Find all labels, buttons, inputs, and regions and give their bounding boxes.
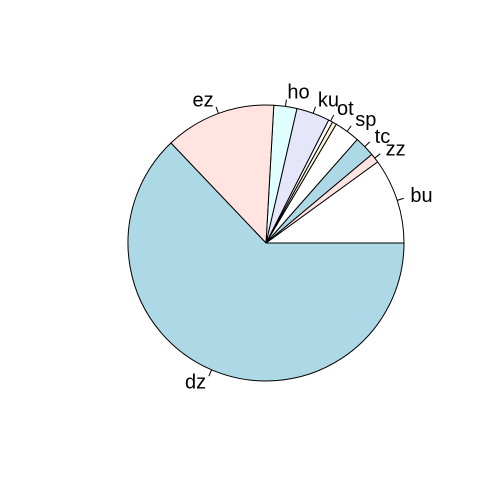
label-tick-ot [330,114,335,122]
label-tick-ho [284,99,287,107]
label-tick-ku [312,106,316,114]
slice-label-ez: ez [193,90,214,112]
label-tick-sp [346,125,352,132]
slice-label-dz: dz [185,372,206,394]
label-tick-tc [364,141,371,148]
slice-label-zz: zz [386,139,406,161]
label-tick-dz [208,369,213,377]
slice-label-tc: tc [375,126,391,148]
pie-slice-bu [265,161,405,244]
label-tick-zz [374,153,381,159]
slice-label-ho: ho [287,82,309,104]
slice-label-bu: bu [410,185,432,207]
slice-label-sp: sp [355,109,376,131]
slice-label-ot: ot [337,98,354,120]
label-ticks [208,99,404,377]
slice-label-ku: ku [318,89,339,111]
label-tick-ez [215,106,219,114]
pie-slice-ez [170,104,275,244]
label-tick-bu [397,197,404,201]
pie-slices [127,104,405,382]
